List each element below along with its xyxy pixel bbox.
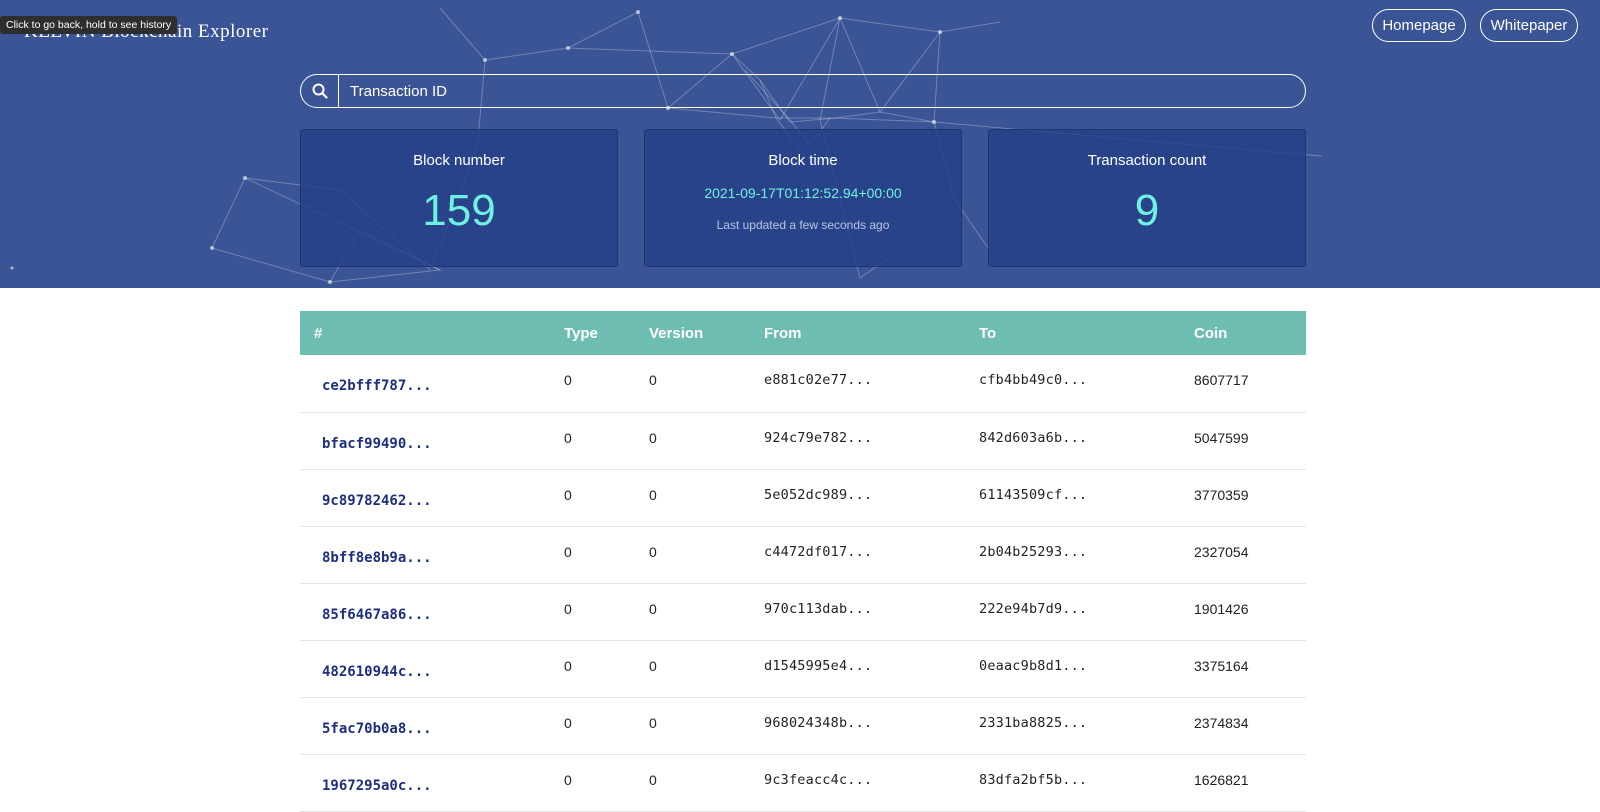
tx-version-cell: 0 (649, 355, 764, 413)
tx-id-link[interactable]: 9c89782462... (322, 492, 432, 509)
block-number-value: 159 (422, 186, 496, 235)
tx-from-cell: 9c3feacc4c... (764, 754, 979, 812)
tx-version-cell: 0 (649, 583, 764, 641)
tx-coin-cell: 3770359 (1194, 469, 1306, 527)
tx-id-link[interactable]: 5fac70b0a8... (322, 720, 432, 737)
tx-version-cell: 0 (649, 754, 764, 812)
tx-from-cell: c4472df017... (764, 526, 979, 584)
tx-to-cell: 2b04b25293... (979, 526, 1194, 584)
tx-id-link[interactable]: 482610944c... (322, 663, 432, 680)
tx-id-link[interactable]: 85f6467a86... (322, 606, 432, 623)
tx-version-cell: 0 (649, 469, 764, 527)
tx-from-cell: d1545995e4... (764, 640, 979, 698)
tx-id-cell: 482610944c... (300, 640, 564, 698)
table-row: 8bff8e8b9a... 0 0 c4472df017... 2b04b252… (300, 526, 1306, 584)
homepage-button[interactable]: Homepage (1372, 9, 1466, 42)
block-time-card: Block time 2021-09-17T01:12:52.94+00:00 … (644, 129, 962, 267)
tx-from-cell: 970c113dab... (764, 583, 979, 641)
search-input[interactable] (339, 75, 1305, 107)
tx-coin-cell: 8607717 (1194, 355, 1306, 413)
tx-from-cell: 924c79e782... (764, 412, 979, 470)
search-bar[interactable] (300, 74, 1306, 108)
tx-type-cell: 0 (564, 469, 649, 527)
tx-coin-cell: 5047599 (1194, 412, 1306, 470)
tx-id-link[interactable]: 8bff8e8b9a... (322, 549, 432, 566)
tx-to-cell: 222e94b7d9... (979, 583, 1194, 641)
block-time-label: Block time (768, 152, 838, 169)
tx-from-cell: 968024348b... (764, 697, 979, 755)
tx-from-cell: e881c02e77... (764, 355, 979, 413)
transaction-count-value: 9 (1134, 186, 1160, 235)
tx-version-cell: 0 (649, 526, 764, 584)
tx-version-cell: 0 (649, 697, 764, 755)
column-header-to: To (979, 324, 997, 342)
tx-type-cell: 0 (564, 640, 649, 698)
column-header-from: From (764, 324, 802, 342)
tx-id-cell: 5fac70b0a8... (300, 697, 564, 755)
tx-id-link[interactable]: ce2bfff787... (322, 378, 432, 394)
tx-type-cell: 0 (564, 754, 649, 812)
tx-type-cell: 0 (564, 526, 649, 584)
tx-id-link[interactable]: bfacf99490... (322, 435, 432, 452)
tx-id-link[interactable]: 1967295a0c... (322, 777, 432, 794)
tx-from-cell: 5e052dc989... (764, 469, 979, 527)
tx-coin-cell: 2327054 (1194, 526, 1306, 584)
tx-type-cell: 0 (564, 583, 649, 641)
back-tooltip: Click to go back, hold to see history (0, 16, 178, 34)
tx-to-cell: 842d603a6b... (979, 412, 1194, 470)
tx-version-cell: 0 (649, 412, 764, 470)
tx-id-cell: 85f6467a86... (300, 583, 564, 641)
tx-id-cell: 1967295a0c... (300, 754, 564, 812)
table-row: 9c89782462... 0 0 5e052dc989... 61143509… (300, 469, 1306, 527)
tx-to-cell: 2331ba8825... (979, 697, 1194, 755)
tx-type-cell: 0 (564, 412, 649, 470)
block-number-card: Block number 159 (300, 129, 618, 267)
tx-to-cell: 61143509cf... (979, 469, 1194, 527)
transaction-count-label: Transaction count (1087, 152, 1207, 169)
table-header-row: # Type Version From To Coin (300, 311, 1306, 355)
tx-to-cell: 0eaac9b8d1... (979, 640, 1194, 698)
last-updated-text: Last updated a few seconds ago (716, 218, 890, 232)
table-row: 482610944c... 0 0 d1545995e4... 0eaac9b8… (300, 640, 1306, 698)
column-header-coin: Coin (1194, 324, 1228, 342)
table-row: 1967295a0c... 0 0 9c3feacc4c... 83dfa2bf… (300, 754, 1306, 812)
table-row: 85f6467a86... 0 0 970c113dab... 222e94b7… (300, 583, 1306, 641)
tx-coin-cell: 3375164 (1194, 640, 1306, 698)
tx-version-cell: 0 (649, 640, 764, 698)
tx-id-cell: bfacf99490... (300, 412, 564, 470)
table-row: 5fac70b0a8... 0 0 968024348b... 2331ba88… (300, 697, 1306, 755)
transaction-count-card: Transaction count 9 (988, 129, 1306, 267)
search-button[interactable] (301, 75, 339, 107)
tx-id-cell: ce2bfff787... (300, 355, 564, 413)
block-number-label: Block number (413, 152, 505, 169)
tx-to-cell: cfb4bb49c0... (979, 355, 1194, 413)
tx-type-cell: 0 (564, 697, 649, 755)
table-body: ce2bfff787... 0 0 e881c02e77... cfb4bb49… (300, 355, 1306, 812)
block-time-value: 2021-09-17T01:12:52.94+00:00 (704, 185, 902, 201)
tx-id-cell: 8bff8e8b9a... (300, 526, 564, 584)
header: KELVIN Blockchain Explorer Click to go b… (0, 0, 1600, 288)
table-row: bfacf99490... 0 0 924c79e782... 842d603a… (300, 412, 1306, 470)
search-icon[interactable] (312, 83, 328, 99)
column-header-id: # (314, 324, 323, 342)
tx-id-cell: 9c89782462... (300, 469, 564, 527)
column-header-type: Type (564, 324, 598, 342)
table-row: ce2bfff787... 0 0 e881c02e77... cfb4bb49… (300, 355, 1306, 413)
tx-to-cell: 83dfa2bf5b... (979, 754, 1194, 812)
tx-coin-cell: 1626821 (1194, 754, 1306, 812)
transactions-table: # Type Version From To Coin ce2bfff787..… (300, 311, 1306, 812)
whitepaper-button[interactable]: Whitepaper (1480, 9, 1578, 42)
column-header-version: Version (649, 324, 704, 342)
tx-coin-cell: 2374834 (1194, 697, 1306, 755)
tx-type-cell: 0 (564, 355, 649, 413)
tx-coin-cell: 1901426 (1194, 583, 1306, 641)
transactions-table-container: # Type Version From To Coin ce2bfff787..… (300, 311, 1306, 812)
